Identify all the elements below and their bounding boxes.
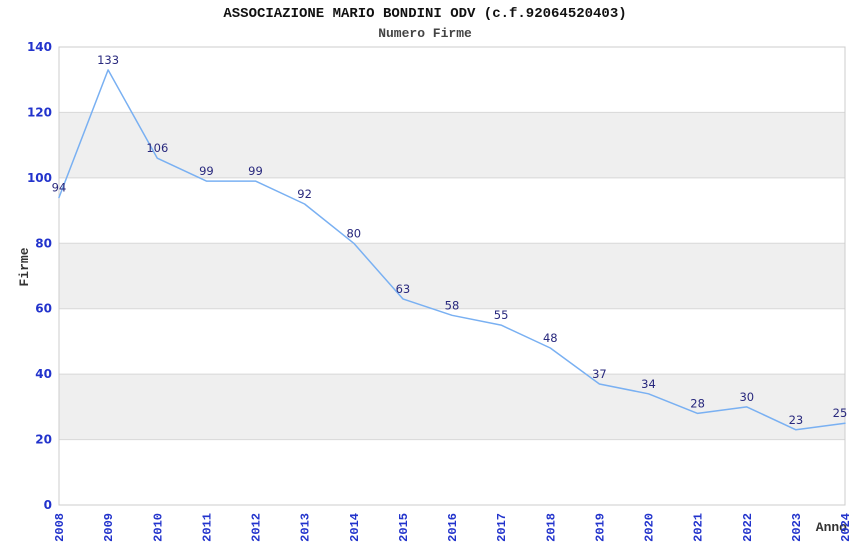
x-tick-label: 2019 xyxy=(593,513,607,542)
point-label: 106 xyxy=(146,141,168,155)
y-tick-label: 20 xyxy=(35,433,52,447)
point-label: 58 xyxy=(445,298,460,312)
point-label: 99 xyxy=(199,164,214,178)
x-tick-label: 2018 xyxy=(544,513,558,542)
data-line xyxy=(58,69,846,431)
point-label: 80 xyxy=(346,226,361,240)
y-tick-label: 60 xyxy=(35,302,52,316)
chart-title: ASSOCIAZIONE MARIO BONDINI ODV (c.f.9206… xyxy=(223,6,627,22)
x-tick-label: 2023 xyxy=(790,513,804,542)
point-label: 48 xyxy=(543,331,558,345)
point-label: 34 xyxy=(641,377,656,391)
y-tick-label: 0 xyxy=(44,498,52,512)
x-tick-label: 2017 xyxy=(495,513,509,542)
point-label: 30 xyxy=(739,390,754,404)
point-label: 23 xyxy=(789,413,804,427)
plot-band xyxy=(59,374,845,440)
x-tick-label: 2020 xyxy=(643,513,657,542)
point-label: 133 xyxy=(97,53,119,67)
point-label: 92 xyxy=(297,187,312,201)
point-label: 99 xyxy=(248,164,263,178)
x-tick-label: 2009 xyxy=(102,513,116,542)
x-tick-label: 2015 xyxy=(397,513,411,542)
x-tick-label: 2014 xyxy=(348,513,362,542)
x-tick-label: 2012 xyxy=(250,513,264,542)
plot-band xyxy=(59,243,845,309)
y-tick-label: 100 xyxy=(27,171,52,185)
y-tick-label: 80 xyxy=(35,236,52,250)
x-tick-label: 2011 xyxy=(200,513,214,542)
x-tick-label: 2016 xyxy=(446,513,460,542)
point-label: 55 xyxy=(494,308,509,322)
x-tick-label: 2013 xyxy=(299,513,313,542)
point-label: 37 xyxy=(592,367,607,381)
x-tick-label: 2024 xyxy=(839,513,850,542)
point-label: 63 xyxy=(396,282,411,296)
x-tick-label: 2022 xyxy=(741,513,755,542)
point-label: 94 xyxy=(52,181,67,195)
x-axis-title: Anno xyxy=(815,520,847,535)
point-label: 25 xyxy=(833,406,848,420)
x-tick-label: 2008 xyxy=(53,513,67,542)
plot-border xyxy=(58,46,846,506)
x-tick-label: 2021 xyxy=(692,513,706,542)
y-tick-label: 140 xyxy=(27,40,52,54)
x-tick-label: 2010 xyxy=(151,513,165,542)
y-tick-label: 40 xyxy=(35,367,52,381)
chart-subtitle: Numero Firme xyxy=(378,26,472,41)
y-tick-label: 120 xyxy=(27,105,52,119)
plot-band xyxy=(59,112,845,178)
point-label: 28 xyxy=(690,396,705,410)
